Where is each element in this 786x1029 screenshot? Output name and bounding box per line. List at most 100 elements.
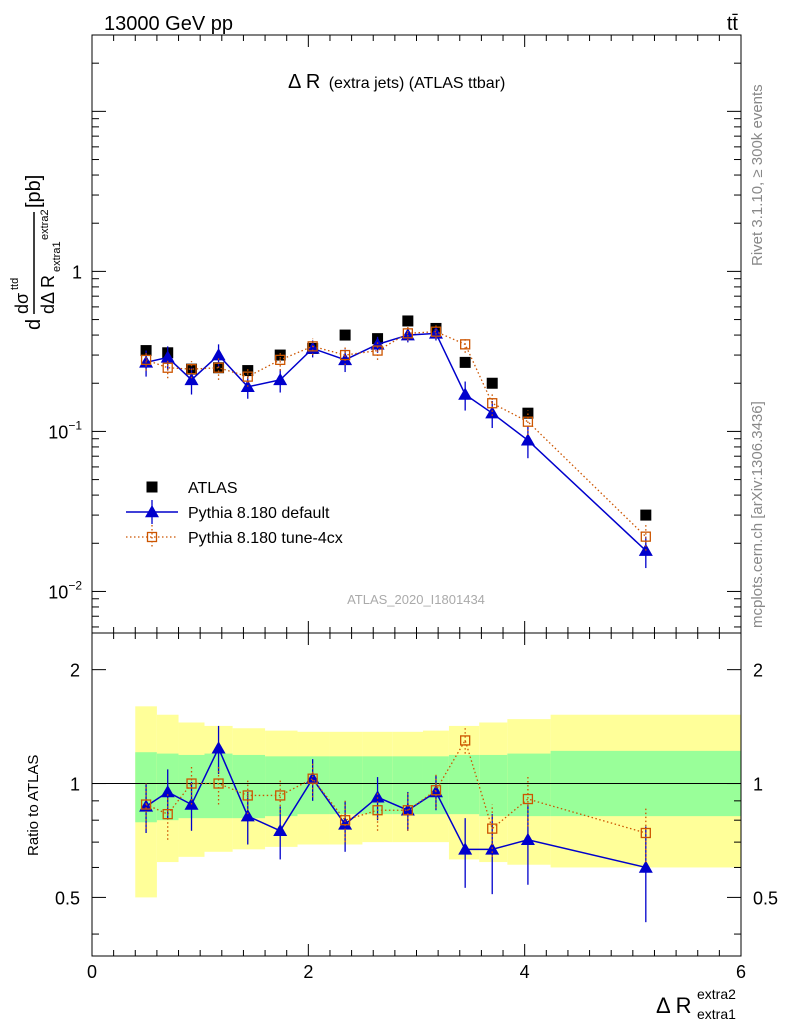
data-point — [273, 372, 288, 386]
data-point — [275, 790, 286, 801]
data-point — [522, 416, 534, 427]
data-point — [211, 741, 226, 754]
svg-text:ttd: ttd — [9, 278, 21, 290]
data-point — [372, 345, 383, 356]
data-point — [430, 785, 442, 796]
data-point — [640, 827, 651, 839]
main-y-tick-base: 10 — [48, 422, 68, 442]
data-point — [370, 790, 385, 803]
data-point — [458, 387, 473, 400]
inner-band-segment — [329, 756, 363, 815]
process-label: tt̄ — [727, 13, 739, 35]
data-point — [273, 823, 288, 837]
series-line — [145, 331, 647, 538]
ratio-y-tick-label: 2 — [70, 661, 80, 681]
data-point — [160, 350, 175, 363]
data-point — [305, 771, 320, 784]
data-point — [338, 817, 353, 830]
data-point — [275, 354, 286, 366]
mcplots-label: mcplots.cern.ch [arXiv:1306.3436] — [749, 401, 766, 628]
data-point — [186, 778, 197, 789]
main-series — [139, 315, 653, 569]
ratio-y-tick-label-right: 1 — [753, 775, 763, 795]
inner-band-segment — [479, 754, 508, 817]
ratio-series — [139, 725, 653, 923]
svg-text:extra2: extra2 — [39, 209, 51, 240]
data-point — [339, 349, 351, 361]
data-point — [307, 773, 318, 784]
data-point — [487, 823, 498, 834]
main-plot-title: Δ R (extra jets) (ATLAS ttbar) — [288, 71, 505, 93]
data-point — [160, 784, 175, 798]
data-point — [162, 808, 173, 820]
main-y-tick-exp: −1 — [68, 418, 82, 432]
svg-text:d: d — [23, 319, 45, 330]
energy-label: 13000 GeV pp — [104, 13, 233, 35]
legend-label: Pythia 8.180 default — [188, 505, 330, 522]
data-point — [213, 362, 224, 373]
ratio-y-tick-label-right: 2 — [753, 661, 763, 681]
svg-text:extra1: extra1 — [697, 1006, 736, 1022]
main-y-tick-label: 10−1 — [48, 418, 82, 442]
data-point — [242, 371, 253, 382]
inner-band-segment — [507, 753, 551, 817]
data-point — [487, 398, 498, 409]
data-point — [460, 339, 471, 350]
legend-label: Pythia 8.180 tune-4cx — [188, 530, 343, 547]
x-tick-label: 0 — [87, 962, 97, 982]
data-point — [186, 363, 197, 375]
series-line — [145, 738, 646, 834]
title-detail: (extra jets) (ATLAS ttbar) — [329, 75, 506, 92]
main-y-tick-label: 10−2 — [48, 578, 82, 602]
title-main: Δ R — [288, 71, 320, 93]
inner-band-segment — [232, 754, 266, 819]
data-point — [402, 315, 414, 327]
data-point — [211, 348, 226, 361]
legend-label: ATLAS — [188, 480, 238, 497]
main-y-axis-label: d dσ ttd dΔ R extra1 extra2 [pb] — [9, 175, 63, 330]
data-point — [339, 329, 351, 341]
analysis-id: ATLAS_2020_I1801434 — [347, 592, 485, 607]
ratio-y-tick-label: 1 — [70, 775, 80, 795]
data-point — [459, 356, 471, 368]
svg-text:dΔ R: dΔ R — [38, 275, 58, 314]
x-tick-label: 6 — [736, 962, 746, 982]
svg-text:dσ: dσ — [12, 293, 32, 314]
legend-item: ATLAS — [146, 480, 238, 497]
legend-item: Pythia 8.180 tune-4cx — [126, 525, 343, 549]
legend: ATLAS Pythia 8.180 default Pythia 8.180 tu… — [126, 480, 343, 549]
rivet-label: Rivet 3.1.10, ≥ 300k events — [749, 84, 766, 266]
series-pythia-8-180-tune-4cx — [140, 325, 651, 551]
x-axis-label: Δ R extra1 extra2 — [656, 986, 736, 1022]
svg-text:extra2: extra2 — [697, 986, 736, 1002]
data-point — [640, 509, 652, 521]
main-y-tick-base: 10 — [48, 582, 68, 602]
data-point — [146, 481, 158, 493]
data-point — [240, 809, 255, 822]
data-point — [140, 799, 152, 810]
data-point — [522, 407, 534, 419]
data-point — [140, 354, 152, 366]
data-point — [339, 815, 351, 826]
data-point — [242, 790, 253, 801]
data-point — [485, 406, 500, 419]
main-y-tick-exp: −2 — [68, 578, 82, 592]
series-pythia-8-180-tune-4cx — [140, 728, 651, 863]
main-y-tick-label: 1 — [72, 262, 82, 282]
x-tick-label: 2 — [303, 962, 313, 982]
ratio-y-tick-label: 0.5 — [55, 888, 80, 908]
data-point — [638, 860, 653, 873]
data-point — [162, 362, 173, 373]
data-point — [184, 372, 199, 386]
x-tick-label: 4 — [520, 962, 530, 982]
data-point — [372, 805, 383, 816]
data-point — [458, 842, 473, 855]
data-point — [146, 531, 158, 543]
svg-text:Δ R: Δ R — [656, 993, 691, 1018]
inner-band-segment — [297, 756, 330, 815]
ratio-y-tick-label-right: 0.5 — [753, 888, 778, 908]
data-point — [460, 735, 471, 746]
data-point — [307, 341, 318, 352]
